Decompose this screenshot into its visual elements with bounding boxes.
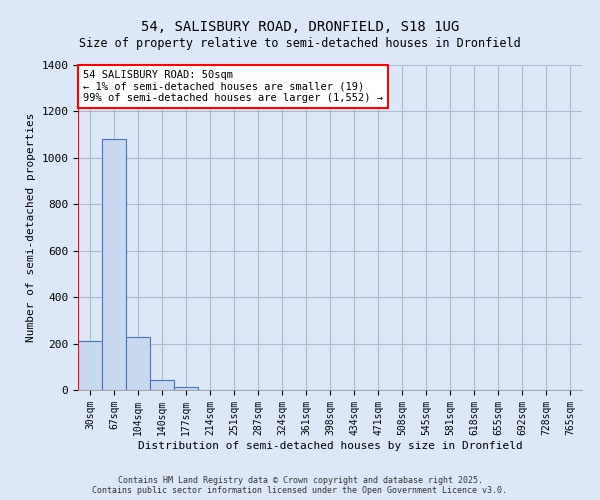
X-axis label: Distribution of semi-detached houses by size in Dronfield: Distribution of semi-detached houses by …: [137, 440, 523, 450]
Bar: [78, 341, 102, 390]
Text: Contains HM Land Registry data © Crown copyright and database right 2025.
Contai: Contains HM Land Registry data © Crown c…: [92, 476, 508, 495]
Y-axis label: Number of semi-detached properties: Number of semi-detached properties: [26, 113, 36, 342]
Bar: [174, 386, 198, 390]
Text: Size of property relative to semi-detached houses in Dronfield: Size of property relative to semi-detach…: [79, 38, 521, 51]
Bar: [150, 380, 174, 390]
Bar: [126, 336, 150, 390]
Text: 54 SALISBURY ROAD: 50sqm
← 1% of semi-detached houses are smaller (19)
99% of se: 54 SALISBURY ROAD: 50sqm ← 1% of semi-de…: [83, 70, 383, 103]
Text: 54, SALISBURY ROAD, DRONFIELD, S18 1UG: 54, SALISBURY ROAD, DRONFIELD, S18 1UG: [141, 20, 459, 34]
Bar: [102, 140, 126, 390]
